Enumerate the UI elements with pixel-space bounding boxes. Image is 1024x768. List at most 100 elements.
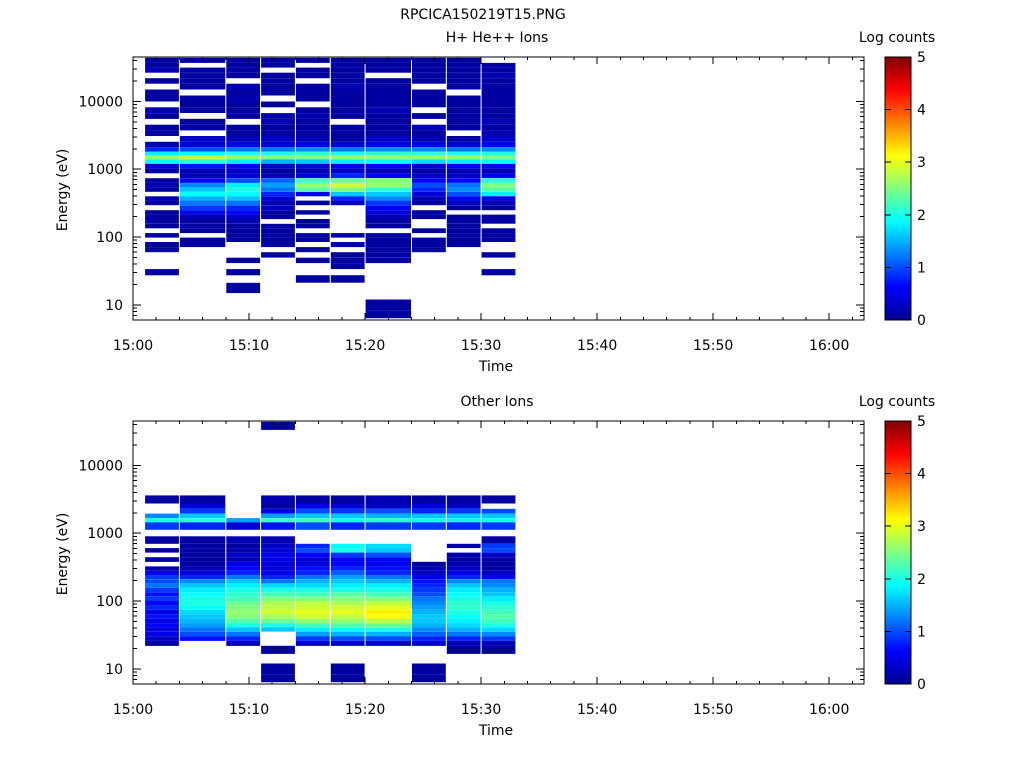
heatmap-cell bbox=[226, 518, 261, 523]
heatmap-cell bbox=[446, 223, 481, 229]
heatmap-cell bbox=[481, 596, 516, 602]
heatmap-cell bbox=[446, 583, 481, 588]
heatmap-cell bbox=[261, 101, 295, 108]
heatmap-cell bbox=[226, 631, 261, 637]
heatmap-cell bbox=[330, 57, 365, 63]
heatmap-cell bbox=[365, 614, 411, 619]
heatmap-cell bbox=[365, 548, 411, 553]
heatmap-cell bbox=[261, 136, 295, 142]
x-tick-label: 15:10 bbox=[229, 702, 269, 718]
heatmap-cell bbox=[446, 566, 481, 571]
heatmap-cell bbox=[481, 200, 516, 206]
heatmap-cell bbox=[481, 552, 516, 558]
heatmap-cell bbox=[446, 136, 481, 142]
colorbar: 0 1 2 3 4 5 bbox=[884, 414, 926, 693]
heatmap-cell bbox=[145, 130, 179, 136]
heatmap-cell bbox=[330, 601, 365, 606]
heatmap-cell bbox=[446, 543, 481, 549]
heatmap-cell bbox=[179, 609, 226, 615]
heatmap-cell bbox=[365, 83, 411, 90]
heatmap-cell bbox=[446, 67, 481, 73]
colorbar-label: Log counts bbox=[859, 30, 935, 46]
heatmap-cell bbox=[295, 583, 330, 588]
heatmap-cell bbox=[481, 136, 516, 142]
heatmap-cell bbox=[145, 548, 179, 553]
heatmap-cell bbox=[226, 72, 261, 79]
heatmap-cell bbox=[365, 57, 411, 63]
heatmap-cell bbox=[412, 67, 446, 73]
heatmap-cell bbox=[481, 178, 516, 183]
heatmap-cell bbox=[295, 210, 330, 215]
heatmap-cell bbox=[412, 151, 446, 156]
heatmap-cell bbox=[226, 592, 261, 597]
heatmap-cell bbox=[145, 570, 179, 575]
heatmap-cell bbox=[412, 141, 446, 148]
heatmap-cell bbox=[446, 601, 481, 606]
heatmap-cell bbox=[481, 237, 516, 242]
heatmap-cell bbox=[295, 223, 330, 229]
heatmap-cell bbox=[226, 640, 261, 646]
heatmap-cell bbox=[145, 178, 179, 183]
heatmap-cell bbox=[179, 168, 226, 174]
heatmap-cell bbox=[261, 623, 295, 628]
heatmap-cell bbox=[226, 173, 261, 179]
heatmap-cell bbox=[295, 518, 330, 523]
heatmap-cell bbox=[446, 72, 481, 79]
heatmap-cell bbox=[295, 587, 330, 593]
y-tick-label: 10000 bbox=[78, 94, 123, 110]
heatmap-cell bbox=[446, 101, 481, 108]
heatmap-cell bbox=[226, 83, 261, 90]
heatmap-cell bbox=[295, 95, 330, 102]
x-tick-label: 15:40 bbox=[577, 702, 617, 718]
heatmap-cell bbox=[330, 640, 365, 646]
heatmap-cell bbox=[226, 623, 261, 628]
heatmap-cell bbox=[261, 592, 295, 597]
heatmap-cell bbox=[446, 83, 481, 90]
heatmap-cell bbox=[330, 508, 365, 514]
heatmap-cell bbox=[330, 275, 365, 283]
heatmap-cell bbox=[365, 147, 411, 152]
heatmap-cell bbox=[481, 168, 516, 174]
heatmap-cell bbox=[412, 147, 446, 152]
heatmap-cell bbox=[295, 579, 330, 584]
heatmap-cell bbox=[226, 552, 261, 558]
heatmap-cell bbox=[145, 605, 179, 610]
heatmap-cell bbox=[446, 587, 481, 593]
heatmap-cell bbox=[295, 147, 330, 152]
heatmap-cell bbox=[179, 596, 226, 602]
heatmap-cell bbox=[295, 623, 330, 628]
heatmap-cell bbox=[330, 187, 365, 192]
heatmap-cell bbox=[295, 233, 330, 238]
heatmap-cell bbox=[365, 233, 411, 238]
heatmap-cell bbox=[261, 570, 295, 575]
heatmap-cell bbox=[261, 210, 295, 215]
heatmap-cell bbox=[295, 237, 330, 242]
heatmap-cell bbox=[145, 214, 179, 220]
heatmap-cell bbox=[179, 518, 226, 523]
heatmap-cell bbox=[365, 187, 411, 192]
heatmap-cell bbox=[365, 518, 411, 523]
plot-frame bbox=[132, 420, 865, 685]
heatmap-cell bbox=[412, 566, 446, 571]
heatmap-cell bbox=[261, 508, 295, 514]
heatmap-cell bbox=[179, 237, 226, 242]
heatmap-cell bbox=[226, 583, 261, 588]
colorbar-frame bbox=[884, 420, 912, 685]
heatmap-cell bbox=[481, 67, 516, 73]
heatmap-cell bbox=[295, 136, 330, 142]
heatmap-cell bbox=[365, 219, 411, 224]
heatmap-cell bbox=[295, 513, 330, 519]
heatmap-cell bbox=[145, 566, 179, 571]
heatmap-cell bbox=[481, 187, 516, 192]
heatmap-cell bbox=[330, 518, 365, 523]
heatmap-cell bbox=[226, 223, 261, 229]
figure-title: RPCICA150219T15.PNG bbox=[400, 7, 565, 23]
heatmap-cell bbox=[145, 269, 179, 276]
heatmap-cell bbox=[446, 118, 481, 125]
heatmap-cell bbox=[412, 210, 446, 215]
heatmap-cell bbox=[412, 518, 446, 523]
heatmap-cell bbox=[179, 187, 226, 192]
heatmap-cell bbox=[365, 205, 411, 211]
heatmap-cell bbox=[412, 247, 446, 253]
y-tick-label: 1000 bbox=[87, 526, 123, 542]
